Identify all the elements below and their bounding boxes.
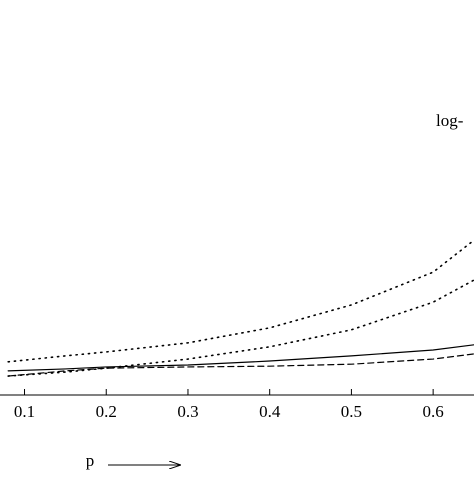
- x-tick-label: 0.1: [14, 402, 35, 421]
- x-tick-label: 0.5: [341, 402, 362, 421]
- x-tick-label: 0.2: [96, 402, 117, 421]
- x-tick-label: 0.3: [177, 402, 198, 421]
- series-line: [7, 239, 474, 363]
- x-tick-label: 0.6: [423, 402, 444, 421]
- series-line: [7, 353, 474, 377]
- x-tick-label: 0.4: [259, 402, 281, 421]
- annotation: log-: [436, 111, 464, 130]
- series-line: [7, 279, 474, 377]
- series-line: [7, 344, 474, 372]
- x-axis-label: p: [86, 451, 95, 470]
